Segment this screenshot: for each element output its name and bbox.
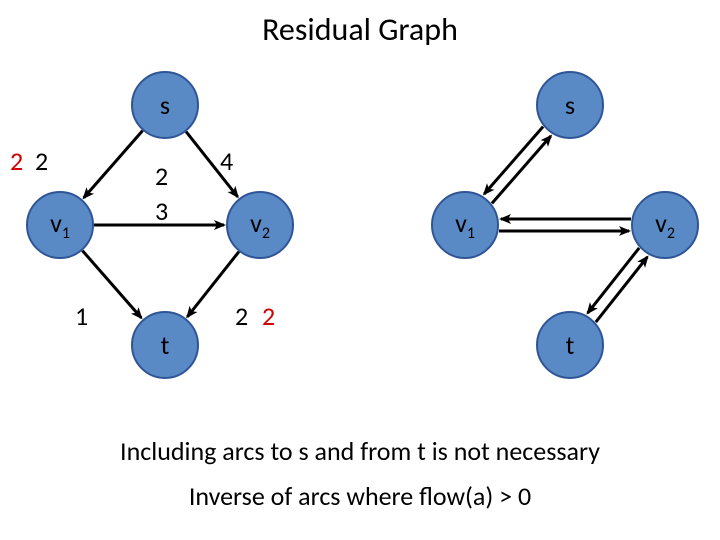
- node-left-s: s: [131, 71, 199, 139]
- node-label: v2: [250, 207, 270, 243]
- node-label: s: [160, 89, 170, 121]
- node-label: v1: [455, 207, 475, 243]
- node-right-s: s: [536, 71, 604, 139]
- node-label: v1: [50, 207, 70, 243]
- edge-label: 2: [10, 145, 23, 177]
- caption-line-1: Including arcs to s and from t is not ne…: [0, 435, 720, 467]
- node-label: v2: [655, 207, 675, 243]
- edge-label: 3: [155, 195, 168, 227]
- caption-line-2: Inverse of arcs where flow(a) > 0: [0, 480, 720, 512]
- edge-label: 2: [35, 145, 48, 177]
- edge-label: 4: [220, 145, 233, 177]
- node-right-v2: v2: [631, 191, 699, 259]
- slide-title: Residual Graph: [0, 10, 720, 49]
- node-label: t: [161, 329, 170, 361]
- node-label: s: [565, 89, 575, 121]
- node-right-v1: v1: [431, 191, 499, 259]
- node-right-t: t: [536, 311, 604, 379]
- edge-label: 1: [75, 300, 88, 332]
- edge-label: 2: [262, 300, 275, 332]
- node-left-v1: v1: [26, 191, 94, 259]
- node-label: t: [566, 329, 575, 361]
- node-left-t: t: [131, 311, 199, 379]
- edge-label: 2: [235, 300, 248, 332]
- node-left-v2: v2: [226, 191, 294, 259]
- slide: Residual Graph s v1 v2 t s v1 v2 t 2 2 4…: [0, 0, 720, 540]
- edge-label: 2: [155, 160, 168, 192]
